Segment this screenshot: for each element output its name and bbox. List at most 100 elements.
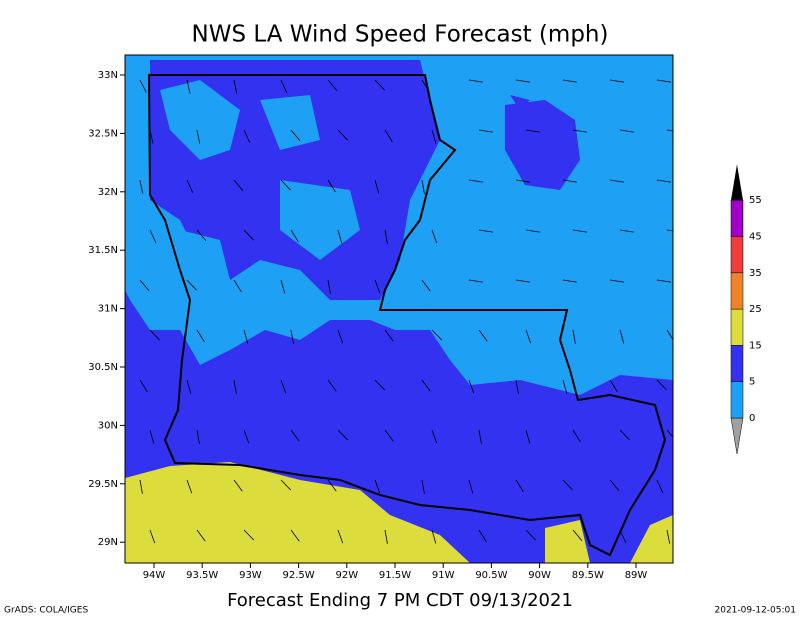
wind-barb xyxy=(139,479,143,494)
lon-label: 89W xyxy=(625,570,648,581)
colorbar-label: 45 xyxy=(749,232,762,243)
dark-zone xyxy=(505,95,580,190)
wind-barb xyxy=(431,329,443,341)
wind-barb xyxy=(562,179,577,183)
wind-barb xyxy=(619,229,634,233)
lon-label: 93W xyxy=(239,570,262,581)
wind-barb xyxy=(243,229,254,241)
wind-barb xyxy=(562,379,568,394)
wind-barb xyxy=(666,429,673,438)
wind-barb xyxy=(478,429,482,444)
wind-barb xyxy=(186,379,192,394)
wind-barb xyxy=(431,429,438,444)
wind-barb xyxy=(337,229,343,244)
wind-barb xyxy=(619,529,627,543)
wind-barb xyxy=(196,129,201,144)
lat-label: 31.5N xyxy=(88,245,118,256)
colorbar-end xyxy=(730,417,744,455)
lon-label: 90.5W xyxy=(475,570,507,581)
wind-barb xyxy=(421,479,425,494)
wind-barb xyxy=(149,329,160,341)
colorbar-band xyxy=(730,199,744,237)
wind-barb xyxy=(233,279,242,293)
wind-barb xyxy=(656,179,671,183)
wind-barb xyxy=(149,529,156,544)
wind-barb xyxy=(290,329,294,344)
wind-barb xyxy=(149,129,154,144)
wind-barb xyxy=(384,329,394,342)
wind-barb xyxy=(572,529,583,541)
wind-barb xyxy=(290,229,299,243)
title: NWS LA Wind Speed Forecast (mph) xyxy=(192,22,609,48)
wind-barb xyxy=(666,229,673,232)
wind-barb xyxy=(233,79,238,94)
wind-barb xyxy=(186,79,191,94)
lat-label: 30.5N xyxy=(88,362,118,373)
colorbar-band xyxy=(730,308,744,346)
wind-barb xyxy=(572,229,587,233)
wind-barb xyxy=(374,479,381,494)
wind-barb xyxy=(525,529,536,541)
wind-barb xyxy=(666,329,673,341)
wind-barb xyxy=(186,479,193,494)
wind-barb xyxy=(515,279,530,283)
wind-barb xyxy=(337,529,344,544)
wind-barb xyxy=(525,229,540,233)
wind-barb xyxy=(468,79,483,83)
wind-barb xyxy=(196,529,206,542)
wind-barb xyxy=(431,529,437,544)
lat-label: 33N xyxy=(98,70,118,81)
wind-barb xyxy=(139,179,144,194)
wind-barb xyxy=(562,79,577,83)
wind-barb xyxy=(468,379,475,394)
lat-label: 31N xyxy=(98,304,118,315)
subtitle: Forecast Ending 7 PM CDT 09/13/2021 xyxy=(227,590,573,611)
light-zone xyxy=(160,80,360,325)
wind-barb xyxy=(327,479,337,492)
wind-barb xyxy=(243,529,255,541)
wind-barb xyxy=(478,129,493,133)
wind-barb xyxy=(478,529,487,543)
colorbar-band xyxy=(730,345,744,382)
wind-barb xyxy=(327,379,337,392)
wind-barb xyxy=(337,129,348,141)
lat-label: 32N xyxy=(98,187,118,198)
colorbar-end xyxy=(731,164,743,201)
wind-barb xyxy=(525,129,540,133)
wind-barb xyxy=(515,379,519,394)
colorbar-label: 25 xyxy=(749,304,762,315)
wind-barb xyxy=(421,279,431,292)
axes: 33N 32.5N 32N 31.5N 31N 30.5N 30N 29.5N 29N 94W 93… xyxy=(88,70,647,581)
lat-label: 29.5N xyxy=(88,479,118,490)
wind-barb xyxy=(290,529,300,542)
lat-label: 32.5N xyxy=(88,128,118,139)
wind-barb xyxy=(196,329,205,343)
wind-barb xyxy=(609,279,624,283)
lat-label: 30N xyxy=(98,420,118,431)
wind-barb xyxy=(233,179,244,191)
wind-barb xyxy=(139,79,147,93)
wind-barb xyxy=(431,129,437,144)
wind-barb xyxy=(525,429,531,444)
wind-barb xyxy=(327,179,336,193)
wind-barb xyxy=(327,279,331,294)
wind-barb xyxy=(619,429,630,441)
wind-barb xyxy=(149,429,155,444)
wind-barb xyxy=(468,279,483,283)
colorbar-label: 15 xyxy=(749,340,762,351)
wind-barb xyxy=(384,529,388,544)
wind-barb xyxy=(468,479,474,494)
gulf-yellow xyxy=(125,462,470,563)
gulf-yellow xyxy=(545,515,673,563)
colorbar-band xyxy=(730,272,744,310)
lon-label: 90W xyxy=(528,570,551,581)
wind-barb xyxy=(280,279,286,294)
credit: GrADS: COLA/IGES xyxy=(4,606,88,616)
wind-barb xyxy=(186,279,197,291)
wind-barb xyxy=(431,229,438,244)
wind-barb xyxy=(139,279,150,291)
wind-barb xyxy=(572,129,587,133)
wind-barb xyxy=(243,129,251,143)
colorbar-label: 0 xyxy=(749,413,755,424)
